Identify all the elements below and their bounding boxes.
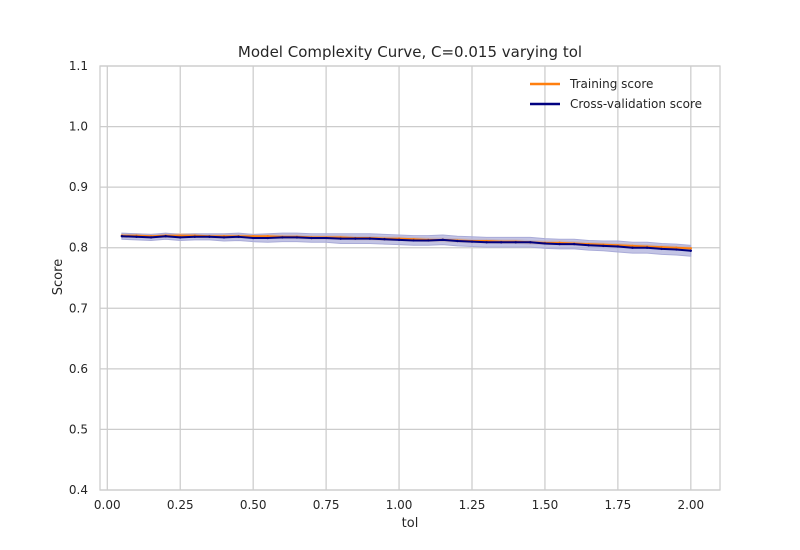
data-point-cross-validation [689, 249, 693, 252]
legend: Training score Cross-validation score [530, 77, 702, 111]
x-tick-label: 1.50 [532, 498, 559, 512]
data-point-cross-validation [266, 236, 269, 240]
data-point-cross-validation [237, 235, 240, 239]
data-point-training [179, 234, 182, 237]
y-tick-label: 1.1 [69, 59, 88, 73]
x-tick-label: 0.00 [94, 498, 121, 512]
series-lines [120, 234, 693, 252]
data-point-cross-validation [645, 246, 649, 249]
y-axis-label: Score [51, 259, 66, 295]
chart-title: Model Complexity Curve, C=0.015 varying … [238, 43, 582, 61]
data-point-cross-validation [499, 241, 503, 244]
y-tick-label: 0.6 [69, 362, 88, 376]
data-point-cross-validation [543, 242, 547, 245]
data-point-training [631, 244, 634, 248]
data-point-cross-validation [149, 236, 153, 239]
y-tick-label: 0.5 [69, 422, 88, 436]
y-tick-label: 0.9 [69, 180, 88, 194]
data-point-cross-validation [222, 236, 226, 239]
x-tick-label: 0.50 [240, 498, 267, 512]
data-point-cross-validation [616, 245, 620, 248]
data-point-cross-validation [602, 244, 605, 248]
data-point-cross-validation [164, 235, 167, 238]
y-tick-label: 0.8 [69, 241, 88, 255]
y-tick-label: 0.4 [69, 483, 88, 497]
plot-area [100, 66, 720, 490]
data-point-cross-validation [427, 239, 430, 242]
data-point-cross-validation [120, 235, 124, 238]
data-point-cross-validation [470, 240, 474, 243]
data-point-cross-validation [529, 241, 532, 244]
data-point-cross-validation [324, 236, 328, 240]
y-tick-label: 0.7 [69, 301, 88, 315]
x-axis-label: tol [402, 516, 419, 531]
data-point-cross-validation [412, 239, 415, 242]
data-point-cross-validation [383, 238, 386, 241]
x-tick-label: 0.75 [313, 498, 340, 512]
legend-label-training: Training score [569, 77, 653, 91]
data-point-cross-validation [660, 247, 663, 251]
x-tick-label: 0.25 [167, 498, 194, 512]
data-point-cross-validation [193, 235, 197, 239]
x-tick-label: 1.00 [386, 498, 413, 512]
data-point-training [251, 235, 255, 238]
data-point-training [660, 245, 663, 249]
data-point-cross-validation [675, 248, 678, 251]
data-point-cross-validation [339, 237, 342, 240]
data-point-cross-validation [251, 236, 255, 240]
data-point-cross-validation [368, 237, 372, 240]
x-tick-label: 1.25 [459, 498, 486, 512]
data-point-cross-validation [514, 241, 517, 244]
data-point-cross-validation [587, 244, 590, 247]
data-point-cross-validation [456, 239, 459, 243]
data-point-training [689, 247, 693, 250]
x-axis-ticks: 0.00 0.25 0.50 0.75 1.00 1.25 1.50 1.75 2.00 [94, 498, 704, 512]
data-point-cross-validation [281, 236, 284, 239]
data-point-cross-validation [354, 237, 357, 240]
data-point-cross-validation [631, 246, 634, 249]
x-tick-label: 1.75 [605, 498, 632, 512]
data-point-cross-validation [485, 241, 488, 244]
data-point-cross-validation [295, 236, 299, 239]
data-point-cross-validation [310, 236, 313, 240]
data-point-cross-validation [179, 236, 182, 239]
x-tick-label: 2.00 [677, 498, 704, 512]
series-line-cross-validation [121, 235, 691, 252]
data-point-cross-validation [441, 238, 445, 242]
data-point-cross-validation [558, 242, 561, 246]
plot-frame [99, 65, 721, 491]
y-tick-label: 1.0 [69, 120, 88, 134]
data-point-training [675, 246, 678, 249]
data-point-cross-validation [208, 235, 211, 239]
data-point-cross-validation [572, 242, 576, 246]
legend-label-cross-validation: Cross-validation score [570, 97, 702, 111]
data-point-cross-validation [135, 235, 138, 239]
data-point-training [266, 235, 269, 238]
y-axis-ticks: 0.4 0.5 0.6 0.7 0.8 0.9 1.0 1.1 [69, 59, 88, 497]
data-point-cross-validation [397, 238, 401, 242]
